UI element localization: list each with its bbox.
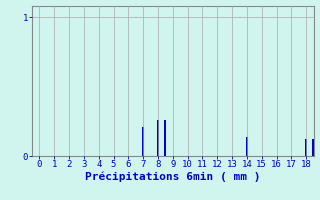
Bar bbox=[305, 139, 307, 156]
X-axis label: Précipitations 6min ( mm ): Précipitations 6min ( mm ) bbox=[85, 172, 260, 182]
Bar bbox=[246, 137, 248, 156]
Bar bbox=[157, 120, 159, 156]
Bar bbox=[142, 127, 144, 156]
Bar bbox=[164, 120, 166, 156]
Bar bbox=[312, 139, 314, 156]
